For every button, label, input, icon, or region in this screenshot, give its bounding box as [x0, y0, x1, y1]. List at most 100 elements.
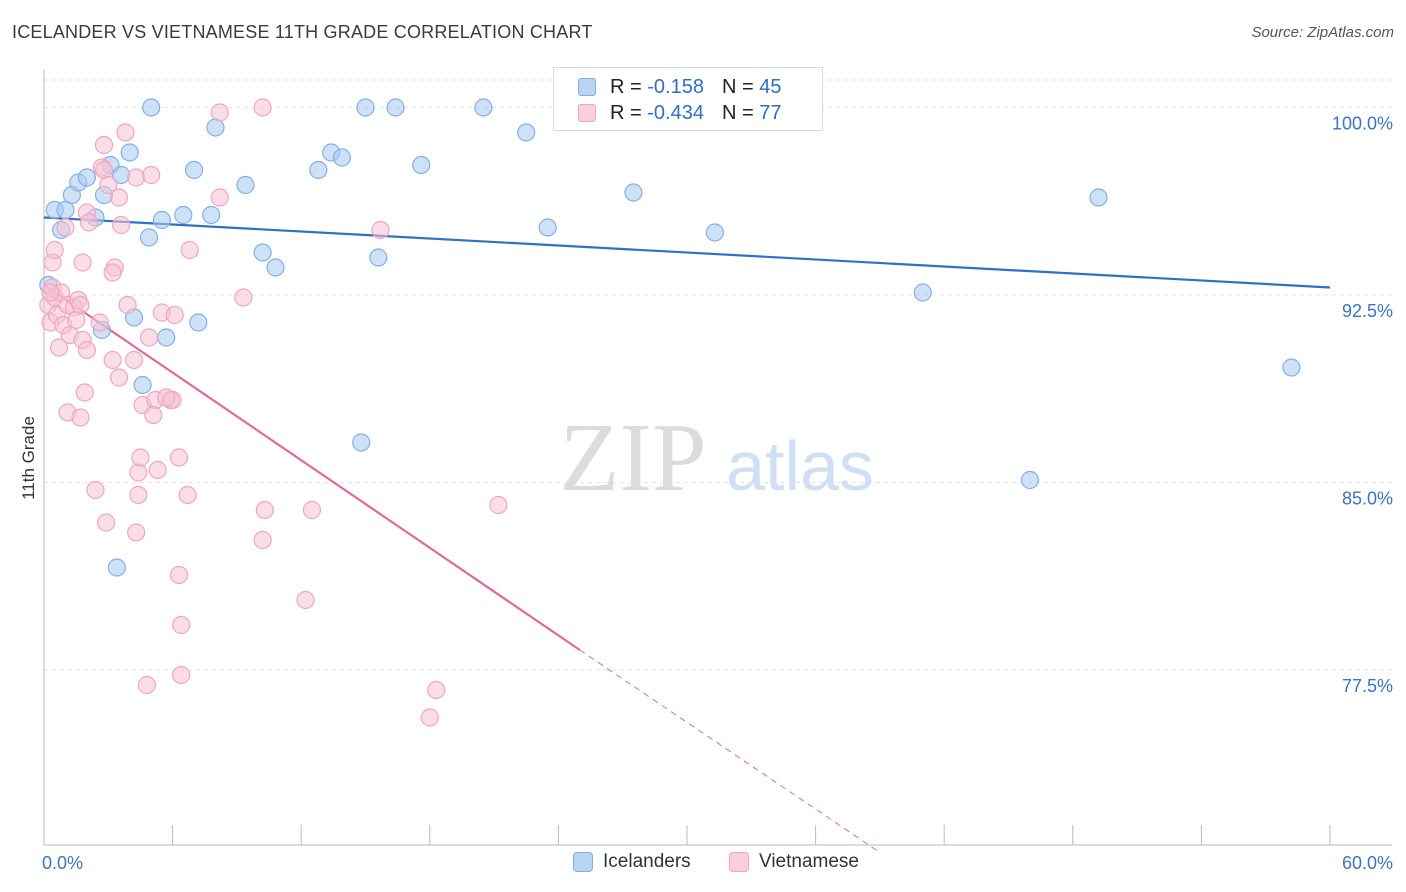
legend-item-icelanders[interactable]: Icelanders — [573, 851, 691, 873]
icelanders-point — [266, 258, 285, 277]
vietnamese-point — [79, 213, 99, 232]
vietnamese-point — [124, 350, 144, 370]
vietnamese-point — [77, 340, 96, 360]
vietnamese-point — [45, 240, 64, 260]
icelanders-point — [184, 160, 204, 180]
icelanders-point — [77, 168, 96, 187]
icelanders-point — [206, 118, 225, 137]
vietnamese-trend-line — [43, 284, 581, 651]
y-tick-labels: 77.5% 85.0% 92.5% 100.0% — [1332, 114, 1393, 697]
vietnamese-point — [49, 338, 69, 357]
stats-legend: R = -0.158 N = 45 R = -0.434 N = 77 — [553, 67, 823, 131]
vietnamese-point — [253, 530, 272, 550]
vietnamese-point — [131, 448, 150, 467]
icelanders-point — [309, 160, 328, 180]
vietnamese-point — [97, 513, 116, 532]
vietnamese-point — [71, 408, 90, 427]
x-tick-label: 0.0% — [42, 853, 83, 873]
vietnamese-point — [129, 463, 148, 482]
legend-n-value: 77 — [759, 101, 782, 124]
y-tick-label: 100.0% — [1332, 114, 1393, 134]
chart-title: ICELANDER VS VIETNAMESE 11TH GRADE CORRE… — [12, 22, 593, 42]
y-tick-label: 77.5% — [1342, 676, 1393, 696]
vietnamese-point — [75, 383, 94, 402]
vietnamese-point — [137, 675, 156, 695]
vietnamese-point — [118, 295, 137, 315]
vietnamese-point — [129, 485, 148, 505]
vietnamese-point — [56, 218, 75, 237]
vietnamese-point — [234, 288, 253, 307]
vietnamese-point — [127, 168, 146, 187]
icelanders-point — [1282, 358, 1301, 377]
legend-row-icelanders: R = -0.158 N = 45 — [578, 75, 781, 99]
icelanders-point — [174, 205, 193, 225]
legend-swatch-icelanders — [573, 852, 593, 872]
vietnamese-point — [139, 328, 159, 347]
vietnamese-point — [172, 615, 191, 635]
vietnamese-point — [172, 665, 191, 685]
icelanders-point — [352, 433, 371, 452]
x-tick-label: 60.0% — [1342, 853, 1393, 873]
vietnamese-point — [371, 220, 390, 240]
vietnamese-point — [178, 485, 197, 505]
vietnamese-point — [420, 708, 439, 727]
legend-n-value: 45 — [759, 75, 782, 98]
icelanders-point — [705, 223, 724, 242]
icelanders-point — [236, 175, 255, 195]
legend-item-vietnamese[interactable]: Vietnamese — [729, 851, 859, 873]
vietnamese-point — [71, 295, 90, 315]
y-tick-label: 92.5% — [1342, 301, 1393, 321]
icelanders-point — [624, 183, 643, 202]
legend-r-value: -0.158 — [647, 75, 704, 98]
legend-n-label: N = — [721, 101, 754, 124]
x-tick-labels: 0.0% 60.0% — [42, 853, 1393, 873]
vietnamese-point — [116, 123, 135, 142]
vietnamese-point — [112, 215, 131, 235]
icelanders-point — [189, 313, 208, 332]
vietnamese-point — [144, 405, 163, 425]
icelanders-point — [356, 98, 375, 117]
vietnamese-point — [148, 460, 167, 480]
vietnamese-point — [94, 135, 114, 155]
vietnamese-point — [127, 523, 146, 542]
icelanders-point — [369, 248, 388, 267]
vietnamese-point — [99, 175, 118, 195]
icelanders-point — [517, 123, 536, 142]
vietnamese-point — [142, 165, 161, 185]
icelanders-trend-line — [43, 216, 1331, 289]
vietnamese-trend-extension — [579, 649, 881, 853]
legend-label-vietnamese: Vietnamese — [759, 851, 859, 872]
legend-swatch-icelanders — [578, 78, 596, 96]
vietnamese-point — [210, 188, 229, 207]
vietnamese-point — [109, 188, 129, 207]
vietnamese-point — [180, 240, 199, 260]
grid-lines — [44, 79, 1392, 671]
icelanders-point — [133, 375, 152, 395]
legend-n-label: N = — [721, 75, 754, 98]
legend-swatch-vietnamese — [729, 852, 749, 872]
icelanders-point — [152, 210, 171, 230]
vietnamese-point — [427, 680, 446, 700]
vietnamese-point — [169, 565, 189, 585]
vietnamese-point — [109, 368, 129, 387]
legend-r-value: -0.434 — [647, 101, 704, 124]
vietnamese-point — [94, 160, 114, 180]
legend-label-icelanders: Icelanders — [603, 851, 691, 872]
vietnamese-point — [489, 495, 508, 515]
icelanders-point — [139, 228, 159, 247]
vietnamese-point — [210, 103, 229, 122]
icelanders-point — [157, 328, 176, 347]
watermark-atlas: atlas — [726, 427, 874, 505]
vietnamese-point — [41, 283, 60, 302]
legend-r-label: R = — [610, 75, 642, 98]
axes — [43, 70, 1392, 846]
icelanders-point — [202, 205, 221, 225]
icelanders-point — [538, 218, 557, 237]
icelanders-point — [1020, 470, 1040, 490]
icelanders-point — [913, 283, 932, 302]
icelanders-point — [142, 98, 161, 117]
icelanders-point — [1089, 188, 1108, 207]
trend-lines — [43, 216, 1331, 853]
vietnamese-point — [165, 305, 184, 325]
